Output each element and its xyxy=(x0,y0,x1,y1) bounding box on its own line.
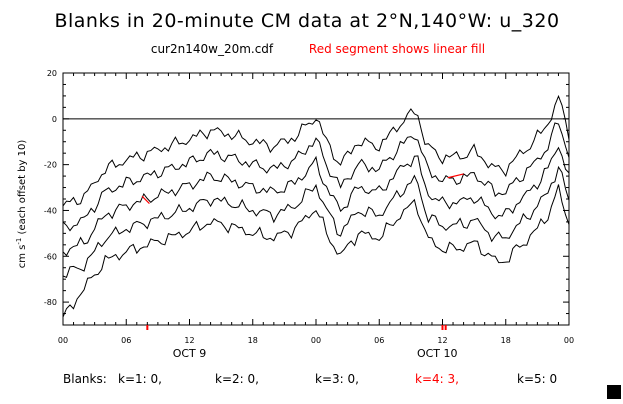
x-ticks: 00 06 12 18 00 06 12 18 00 xyxy=(58,73,574,345)
blanks-entry: k=2: 0, xyxy=(215,372,259,386)
x-tick-label: 00 xyxy=(58,336,68,345)
chart-title: Blanks in 20-minute CM data at 2°N,140°W… xyxy=(54,10,559,32)
x-tick-label: 18 xyxy=(501,336,511,345)
x-tick-label: 12 xyxy=(184,336,194,345)
y-ticks: 20 0 -20 -40 -60 -80 xyxy=(44,69,569,326)
blanks-entry: k=3: 0, xyxy=(315,372,359,386)
svg-text:cm s-1 (each offset by 10): cm s-1 (each offset by 10) xyxy=(15,140,28,269)
blanks-entry: k=1: 0, xyxy=(118,372,162,386)
fill-segments xyxy=(141,173,464,204)
y-tick-label: 0 xyxy=(52,115,57,124)
series-line xyxy=(62,165,570,278)
chart-annotation: Red segment shows linear fill xyxy=(309,42,485,56)
y-tick-label: 20 xyxy=(47,69,57,78)
corner-marker xyxy=(607,385,621,399)
series-line xyxy=(62,122,570,232)
y-tick-label: -40 xyxy=(44,206,57,215)
series-group xyxy=(62,94,570,318)
chart-subtitle: cur2n140w_20m.cdf xyxy=(151,42,274,56)
y-tick-label: -60 xyxy=(44,252,57,261)
fill-segment xyxy=(447,173,464,179)
series-line xyxy=(62,146,570,257)
date-labels: OCT 9 OCT 10 xyxy=(173,347,458,360)
y-tick-label: -20 xyxy=(44,161,57,170)
y-axis-label: cm s-1 (each offset by 10) xyxy=(15,140,28,269)
blanks-entry: k=4: 3, xyxy=(415,372,459,386)
y-label-tail: (each offset by 10) xyxy=(17,140,28,238)
blanks-entry: k=5: 0 xyxy=(517,372,557,386)
x-tick-label: 18 xyxy=(248,336,258,345)
x-tick-label: 06 xyxy=(374,336,384,345)
blank-markers xyxy=(146,325,447,330)
fill-segment xyxy=(141,195,150,204)
blanks-label: Blanks: xyxy=(63,372,107,386)
x-tick-label: 00 xyxy=(311,336,321,345)
x-tick-label: 06 xyxy=(121,336,131,345)
series-line xyxy=(62,94,570,207)
date-label: OCT 10 xyxy=(417,347,458,360)
x-tick-label: 12 xyxy=(437,336,447,345)
blanks-row: k=1: 0, k=2: 0, k=3: 0, k=4: 3, k=5: 0 xyxy=(118,372,557,386)
date-label: OCT 9 xyxy=(173,347,207,360)
x-tick-label: 00 xyxy=(564,336,574,345)
y-label-sup: -1 xyxy=(15,238,23,245)
y-tick-label: -80 xyxy=(44,298,57,307)
plot-frame xyxy=(62,72,570,326)
y-label-main: cm s xyxy=(17,245,28,269)
series-line xyxy=(62,184,570,318)
